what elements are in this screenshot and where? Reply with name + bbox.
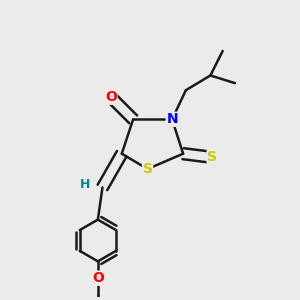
Text: O: O bbox=[105, 90, 117, 104]
Text: S: S bbox=[207, 150, 217, 164]
Text: H: H bbox=[80, 178, 90, 191]
Text: N: N bbox=[166, 112, 178, 126]
Text: O: O bbox=[92, 271, 104, 285]
Text: S: S bbox=[142, 162, 152, 176]
